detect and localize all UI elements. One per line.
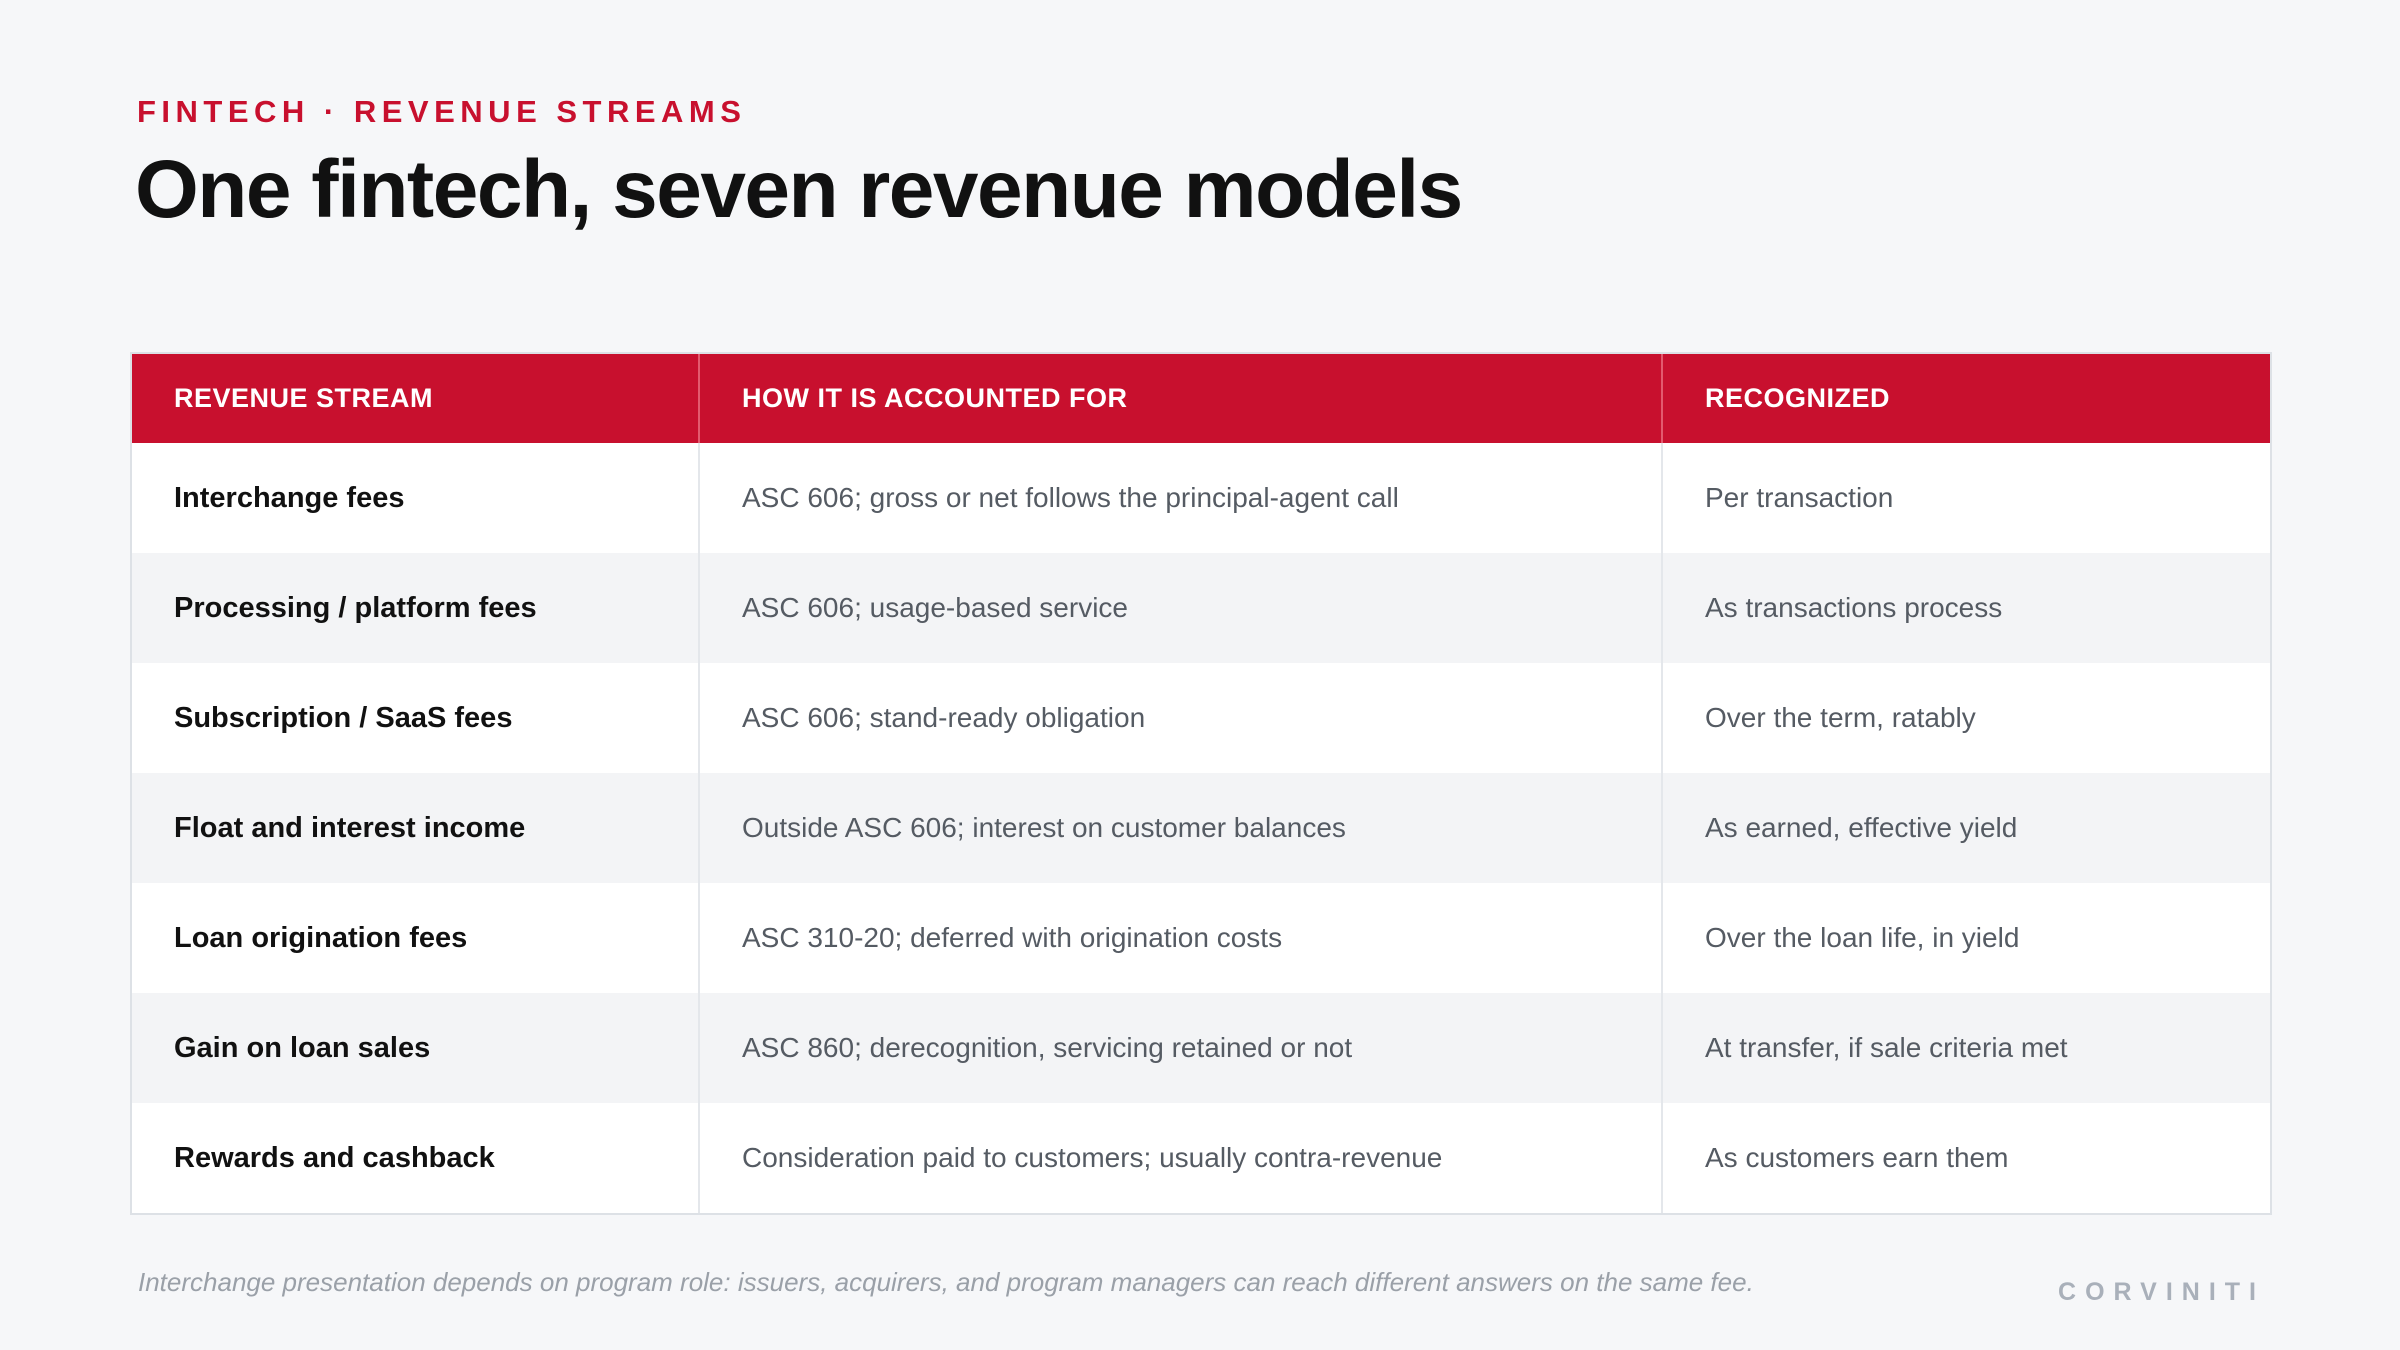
accounting-cell: ASC 606; usage-based service [698, 553, 1662, 663]
revenue-table: REVENUE STREAM HOW IT IS ACCOUNTED FOR R… [132, 354, 2270, 1213]
revenue-stream-cell: Loan origination fees [174, 921, 468, 954]
table-row: Float and interest income Outside ASC 60… [132, 773, 2270, 883]
recognized-cell: Over the loan life, in yield [1661, 883, 2270, 993]
recognized-cell: Per transaction [1661, 443, 2270, 553]
accounting-cell: ASC 310-20; deferred with origination co… [698, 883, 1662, 993]
table-body: Interchange fees ASC 606; gross or net f… [132, 443, 2270, 1213]
revenue-table-container: REVENUE STREAM HOW IT IS ACCOUNTED FOR R… [130, 352, 2272, 1215]
brand-wordmark: CORVINITI [2058, 1278, 2265, 1306]
recognized-cell: As customers earn them [1661, 1103, 2270, 1213]
recognized-cell: As transactions process [1661, 553, 2270, 663]
table-row: Interchange fees ASC 606; gross or net f… [132, 443, 2270, 553]
revenue-stream-cell: Subscription / SaaS fees [174, 701, 513, 734]
table-row: Loan origination fees ASC 310-20; deferr… [132, 883, 2270, 993]
page-title: One fintech, seven revenue models [135, 144, 1463, 235]
recognized-cell: As earned, effective yield [1661, 773, 2270, 883]
column-header-recognized: RECOGNIZED [1661, 354, 2270, 443]
accounting-cell: Outside ASC 606; interest on customer ba… [698, 773, 1662, 883]
recognized-cell: At transfer, if sale criteria met [1661, 993, 2270, 1103]
recognized-cell: Over the term, ratably [1661, 663, 2270, 773]
revenue-stream-cell: Gain on loan sales [132, 993, 699, 1103]
footnote: Interchange presentation depends on prog… [138, 1267, 1754, 1297]
revenue-stream-cell: Rewards and cashback [174, 1141, 495, 1174]
accounting-cell: ASC 860; derecognition, servicing retain… [698, 993, 1662, 1103]
accounting-cell: Consideration paid to customers; usually… [698, 1103, 1662, 1213]
table-row: Subscription / SaaS fees ASC 606; stand-… [132, 663, 2270, 773]
revenue-stream-cell: Float and interest income [132, 773, 699, 883]
table-header-row: REVENUE STREAM HOW IT IS ACCOUNTED FOR R… [132, 354, 2270, 443]
table-row: Rewards and cashback Consideration paid … [132, 1103, 2270, 1213]
table-row: Gain on loan sales ASC 860; derecognitio… [132, 993, 2270, 1103]
accounting-cell: ASC 606; gross or net follows the princi… [698, 443, 1662, 553]
eyebrow-label: FINTECH · REVENUE STREAMS [137, 94, 747, 129]
revenue-stream-cell: Interchange fees [174, 481, 405, 514]
table-header: REVENUE STREAM HOW IT IS ACCOUNTED FOR R… [132, 354, 2270, 443]
accounting-cell: ASC 606; stand-ready obligation [698, 663, 1662, 773]
table-row: Processing / platform fees ASC 606; usag… [132, 553, 2270, 663]
column-header-accounting: HOW IT IS ACCOUNTED FOR [698, 354, 1662, 443]
column-header-revenue-stream: REVENUE STREAM [132, 354, 699, 443]
revenue-stream-cell: Processing / platform fees [132, 553, 699, 663]
